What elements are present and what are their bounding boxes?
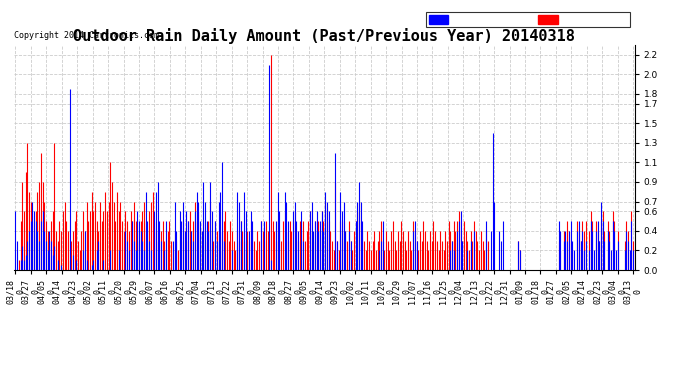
Text: Copyright 2014 Cartronics.com: Copyright 2014 Cartronics.com — [14, 32, 159, 40]
Legend: Previous  (Inches), Past  (Inches): Previous (Inches), Past (Inches) — [426, 12, 630, 27]
Title: Outdoor Rain Daily Amount (Past/Previous Year) 20140318: Outdoor Rain Daily Amount (Past/Previous… — [73, 28, 575, 44]
